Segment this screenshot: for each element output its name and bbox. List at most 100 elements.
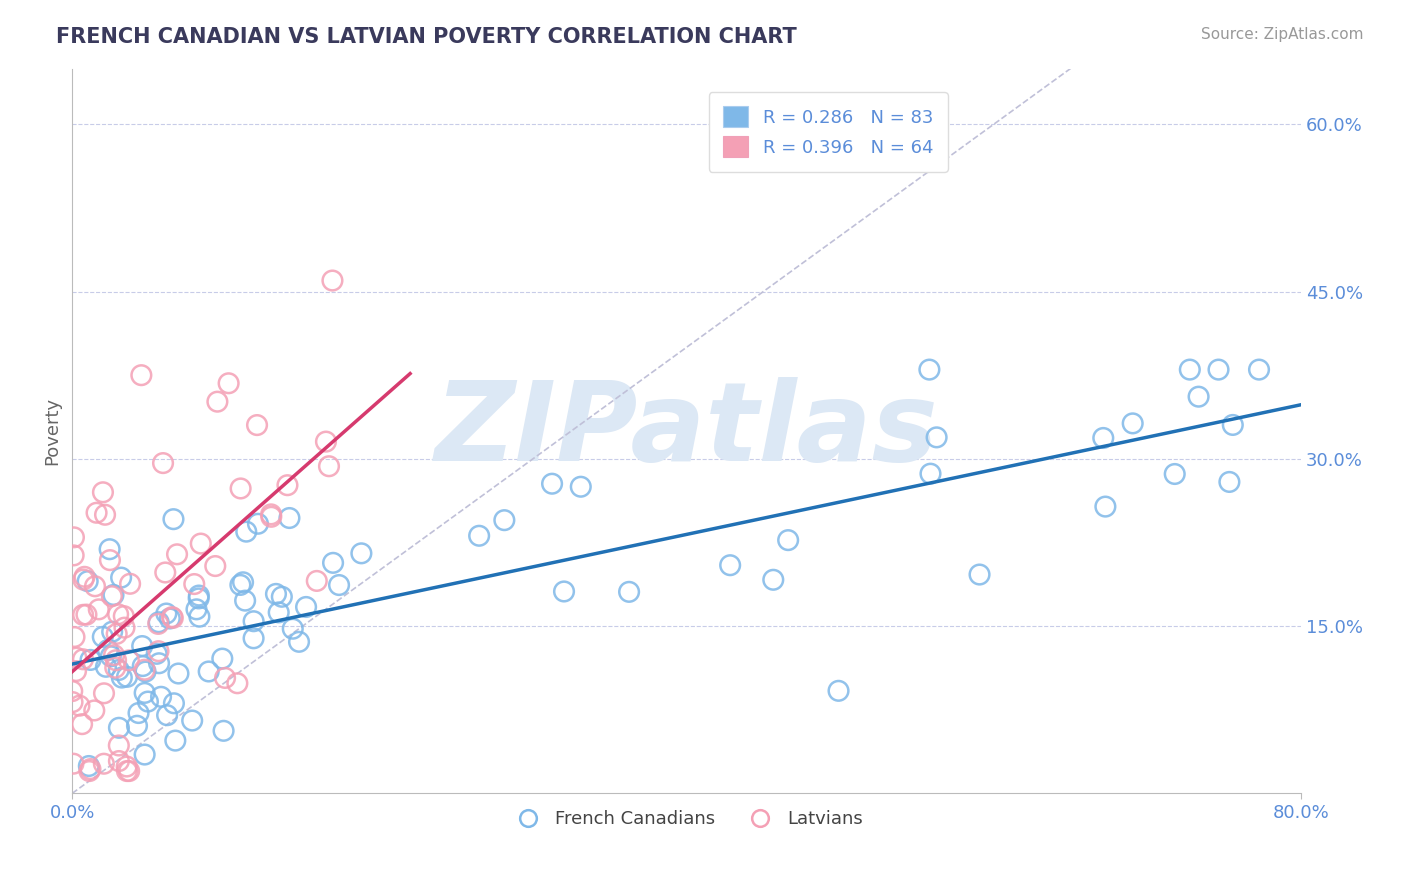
Point (270, 590, 292, 604)
Point (108, 721, 131, 735)
Point (1247, 362, 1270, 376)
Point (148, 615, 170, 630)
Point (276, 478, 298, 492)
Point (969, 567, 991, 582)
Point (118, 764, 141, 778)
Point (63, 530, 86, 544)
Point (226, 676, 249, 690)
Point (91, 485, 114, 500)
Point (260, 509, 283, 524)
Point (166, 547, 188, 561)
Point (190, 536, 212, 550)
Point (79, 762, 101, 776)
Point (553, 584, 575, 599)
Point (186, 602, 208, 616)
Point (211, 651, 233, 665)
Point (103, 648, 125, 662)
Point (1094, 500, 1116, 514)
Point (98, 542, 121, 557)
Point (93, 756, 115, 771)
Point (197, 665, 219, 679)
Point (63, 630, 86, 644)
Point (762, 573, 785, 587)
Point (778, 533, 800, 548)
Point (128, 706, 150, 720)
Point (134, 747, 156, 762)
Point (120, 576, 142, 591)
Point (204, 559, 226, 574)
Point (827, 683, 849, 698)
Point (1222, 417, 1244, 432)
Point (318, 459, 340, 474)
Point (328, 578, 350, 592)
Point (278, 511, 301, 525)
Point (232, 575, 254, 590)
Point (72, 607, 94, 622)
Point (60, 684, 83, 698)
Point (114, 621, 136, 635)
Point (112, 609, 135, 624)
Point (229, 578, 252, 592)
Point (305, 574, 328, 588)
Point (229, 482, 252, 496)
Point (156, 708, 179, 723)
Point (181, 714, 204, 728)
Point (1208, 362, 1230, 376)
Point (350, 546, 373, 560)
Point (183, 577, 205, 591)
Point (76, 574, 98, 589)
Point (1178, 362, 1201, 376)
Point (187, 589, 209, 603)
Point (91, 630, 114, 644)
Point (260, 508, 283, 522)
Point (295, 599, 318, 614)
Point (920, 467, 942, 481)
Point (75, 607, 97, 622)
Point (214, 671, 236, 685)
Point (233, 593, 256, 607)
Point (167, 666, 190, 681)
Point (93, 686, 115, 700)
Point (101, 624, 124, 639)
Point (84, 579, 107, 593)
Point (107, 607, 129, 622)
Point (155, 566, 177, 580)
Point (103, 588, 125, 602)
Point (165, 733, 187, 747)
Point (162, 611, 184, 625)
Point (1122, 417, 1144, 431)
Point (132, 659, 155, 673)
Point (218, 376, 240, 391)
Point (110, 571, 132, 585)
Point (235, 524, 257, 539)
Point (131, 639, 153, 653)
Point (108, 739, 131, 753)
Point (134, 686, 156, 700)
Point (125, 719, 148, 733)
Point (159, 611, 181, 625)
Point (72, 652, 94, 666)
Point (62, 756, 84, 771)
Point (242, 632, 264, 646)
Point (83, 703, 105, 717)
Point (97, 643, 120, 657)
Point (87, 602, 110, 616)
Point (162, 512, 184, 526)
Point (79, 764, 101, 778)
Point (267, 606, 290, 620)
Point (541, 476, 564, 491)
Point (65, 664, 87, 678)
Point (281, 622, 304, 636)
Point (101, 589, 124, 603)
Point (918, 362, 941, 376)
Point (118, 653, 141, 667)
Point (322, 556, 344, 570)
Point (163, 696, 186, 710)
Text: ZIPatlas: ZIPatlas (434, 377, 938, 484)
Point (62, 549, 84, 563)
Point (617, 585, 640, 599)
Point (207, 394, 229, 409)
Point (115, 759, 138, 773)
Point (105, 653, 128, 667)
Point (242, 614, 264, 628)
